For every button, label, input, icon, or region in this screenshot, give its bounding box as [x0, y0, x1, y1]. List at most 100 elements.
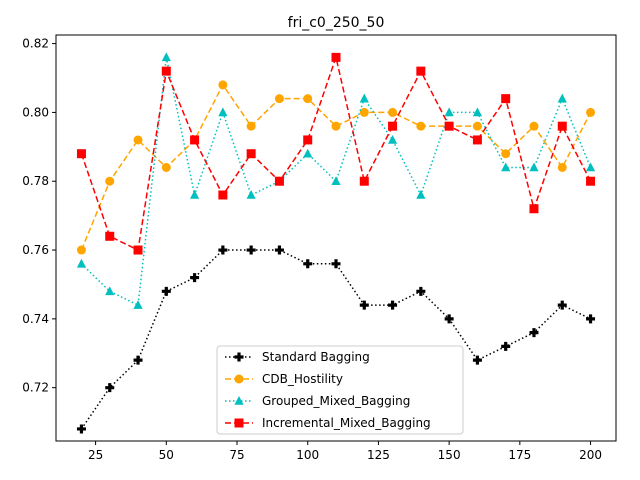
- data-point: [76, 258, 87, 268]
- x-tick-label: 150: [438, 448, 461, 462]
- x-tick-label: 175: [508, 448, 531, 462]
- legend-item: Standard Bagging: [225, 350, 370, 364]
- data-point: [529, 204, 539, 214]
- legend-marker: [234, 418, 244, 428]
- y-tick-label: 0.74: [22, 312, 49, 326]
- data-point: [190, 273, 200, 283]
- legend-label: Grouped_Mixed_Bagging: [262, 394, 410, 408]
- data-point: [133, 355, 143, 365]
- data-point: [105, 383, 115, 393]
- data-point: [161, 52, 171, 62]
- legend-item: CDB_Hostility: [225, 372, 343, 386]
- plot-area-frame: [55, 34, 617, 442]
- data-point: [331, 259, 341, 269]
- data-point: [105, 176, 115, 186]
- data-point: [133, 300, 143, 309]
- series-line: [80, 84, 592, 251]
- data-point: [359, 93, 369, 103]
- data-point: [472, 107, 483, 117]
- legend-label: Incremental_Mixed_Bagging: [262, 416, 431, 430]
- data-point: [303, 94, 313, 104]
- data-point: [246, 189, 256, 199]
- data-point: [161, 66, 171, 76]
- x-tick-label: 50: [159, 448, 174, 462]
- x-tick-label: 100: [296, 448, 319, 462]
- series-1: [76, 80, 596, 255]
- y-tick-label: 0.80: [22, 105, 49, 119]
- data-point: [501, 149, 511, 159]
- data-point: [359, 107, 369, 117]
- data-point: [359, 300, 369, 310]
- legend-marker: [234, 352, 244, 362]
- data-point: [501, 341, 511, 351]
- data-point: [218, 245, 228, 255]
- data-point: [274, 176, 284, 186]
- y-tick-label: 0.82: [22, 37, 49, 51]
- data-point: [133, 135, 143, 145]
- data-point: [274, 94, 284, 104]
- data-point: [190, 135, 200, 145]
- data-point: [529, 328, 539, 338]
- data-point: [586, 176, 596, 186]
- legend-box: [216, 345, 464, 435]
- x-axis: 25 50 75 100 125 150 175 200: [88, 441, 602, 462]
- data-point: [246, 245, 256, 255]
- data-point: [161, 286, 171, 296]
- y-tick-label: 0.76: [22, 243, 49, 257]
- data-point: [303, 148, 313, 158]
- data-point: [557, 162, 567, 172]
- data-point: [359, 176, 369, 186]
- data-point: [218, 80, 228, 90]
- series-layer: [76, 52, 596, 434]
- data-point: [416, 121, 426, 131]
- data-point: [501, 94, 511, 104]
- data-point: [472, 355, 482, 365]
- legend-item: Incremental_Mixed_Bagging: [225, 416, 431, 430]
- x-tick-label: 25: [88, 448, 103, 462]
- data-point: [303, 259, 313, 269]
- data-point: [444, 121, 454, 131]
- series-0: [76, 245, 596, 434]
- data-point: [105, 286, 115, 296]
- data-point: [218, 107, 228, 117]
- data-point: [331, 176, 341, 186]
- data-point: [472, 135, 482, 145]
- legend-marker: [234, 374, 244, 384]
- data-point: [303, 135, 313, 145]
- data-point: [189, 189, 200, 199]
- data-point: [585, 162, 596, 172]
- data-point: [444, 107, 454, 117]
- data-point: [76, 424, 86, 434]
- series-2: [76, 52, 596, 309]
- data-point: [105, 231, 115, 241]
- data-point: [586, 314, 596, 324]
- data-point: [388, 300, 398, 310]
- data-point: [472, 121, 482, 131]
- data-point: [161, 162, 171, 172]
- data-point: [501, 162, 511, 172]
- data-point: [388, 107, 398, 117]
- data-point: [387, 134, 398, 144]
- series-line: [80, 56, 592, 251]
- x-tick-label: 125: [367, 448, 390, 462]
- data-point: [331, 121, 341, 131]
- data-point: [274, 245, 284, 255]
- chart-title: fri_c0_250_50: [288, 15, 385, 31]
- data-point: [218, 190, 228, 200]
- data-point: [557, 121, 567, 131]
- data-point: [388, 121, 398, 131]
- legend-label: Standard Bagging: [262, 350, 370, 364]
- data-point: [416, 66, 426, 76]
- y-axis: 0.72 0.74 0.76 0.78 0.80 0.82: [22, 37, 56, 395]
- data-point: [557, 93, 567, 103]
- data-point: [331, 52, 341, 62]
- data-point: [557, 300, 567, 310]
- data-point: [444, 314, 454, 324]
- legend-item: Grouped_Mixed_Bagging: [225, 394, 410, 408]
- data-point: [76, 245, 86, 255]
- data-point: [246, 149, 256, 159]
- x-tick-label: 75: [229, 448, 244, 462]
- data-point: [529, 162, 539, 172]
- x-tick-label: 200: [579, 448, 602, 462]
